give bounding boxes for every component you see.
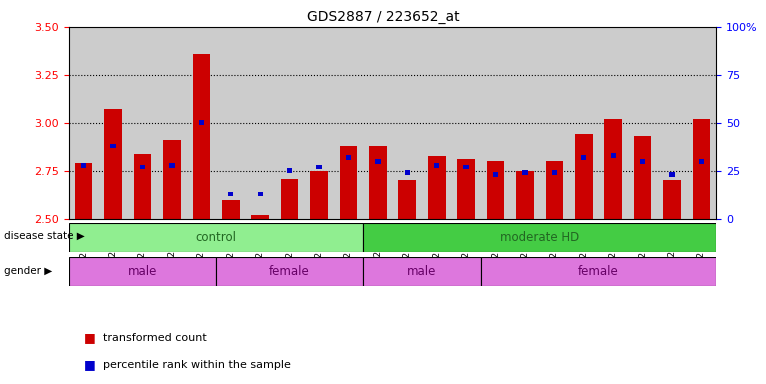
FancyBboxPatch shape xyxy=(363,223,716,252)
Bar xyxy=(522,170,528,175)
Bar xyxy=(428,156,446,219)
Text: male: male xyxy=(408,265,437,278)
Bar xyxy=(611,153,616,158)
Bar xyxy=(275,27,304,219)
Text: ■: ■ xyxy=(84,358,96,371)
Bar xyxy=(628,27,657,219)
Text: female: female xyxy=(578,265,619,278)
Bar xyxy=(493,172,498,177)
Text: gender ▶: gender ▶ xyxy=(4,266,52,276)
Bar xyxy=(187,27,216,219)
Bar xyxy=(81,163,87,167)
Bar xyxy=(692,119,710,219)
Bar xyxy=(640,159,645,164)
Text: ■: ■ xyxy=(84,331,96,344)
Bar xyxy=(216,27,245,219)
Bar xyxy=(257,192,263,196)
Bar xyxy=(699,159,704,164)
Bar xyxy=(281,179,299,219)
FancyBboxPatch shape xyxy=(216,257,363,286)
Bar xyxy=(404,170,410,175)
Bar xyxy=(663,180,681,219)
Bar xyxy=(393,27,422,219)
Bar xyxy=(228,192,234,196)
Bar xyxy=(110,144,116,148)
FancyBboxPatch shape xyxy=(69,257,216,286)
Bar xyxy=(198,121,204,125)
Bar xyxy=(604,119,622,219)
Bar xyxy=(163,140,181,219)
Bar xyxy=(339,146,357,219)
Bar xyxy=(510,27,540,219)
Bar xyxy=(98,27,128,219)
Bar xyxy=(457,159,475,219)
Bar xyxy=(516,171,534,219)
Bar xyxy=(687,27,716,219)
Bar xyxy=(363,27,392,219)
Bar xyxy=(633,136,652,219)
Bar xyxy=(69,27,98,219)
Bar xyxy=(598,27,628,219)
Bar xyxy=(434,163,440,167)
Text: female: female xyxy=(269,265,310,278)
Bar xyxy=(569,27,598,219)
Bar xyxy=(140,165,145,169)
Bar xyxy=(251,215,269,219)
Bar xyxy=(369,146,387,219)
Bar xyxy=(575,134,593,219)
Text: GDS2887 / 223652_at: GDS2887 / 223652_at xyxy=(306,10,460,23)
Bar xyxy=(157,27,187,219)
Bar xyxy=(657,27,687,219)
Bar xyxy=(398,180,416,219)
Bar xyxy=(287,169,293,173)
Text: control: control xyxy=(195,231,237,243)
Bar xyxy=(310,171,328,219)
Bar xyxy=(304,27,334,219)
Text: male: male xyxy=(128,265,157,278)
Bar xyxy=(134,154,152,219)
Bar xyxy=(128,27,157,219)
Text: percentile rank within the sample: percentile rank within the sample xyxy=(103,360,291,370)
Bar xyxy=(540,27,569,219)
Bar xyxy=(75,163,93,219)
Text: moderate HD: moderate HD xyxy=(500,231,579,243)
Bar xyxy=(245,27,275,219)
FancyBboxPatch shape xyxy=(69,223,363,252)
Bar xyxy=(486,161,504,219)
Text: transformed count: transformed count xyxy=(103,333,207,343)
Bar xyxy=(222,200,240,219)
Bar xyxy=(545,161,563,219)
Bar xyxy=(669,172,675,177)
Bar xyxy=(334,27,363,219)
FancyBboxPatch shape xyxy=(481,257,716,286)
Bar xyxy=(552,170,557,175)
Bar xyxy=(581,155,587,160)
Bar xyxy=(481,27,510,219)
Text: disease state ▶: disease state ▶ xyxy=(4,231,84,241)
Bar xyxy=(104,109,122,219)
Bar xyxy=(345,155,351,160)
FancyBboxPatch shape xyxy=(363,257,481,286)
Bar xyxy=(169,163,175,167)
Bar xyxy=(375,159,381,164)
Bar xyxy=(192,54,210,219)
Bar xyxy=(422,27,451,219)
Bar xyxy=(451,27,481,219)
Bar xyxy=(463,165,469,169)
Bar xyxy=(316,165,322,169)
